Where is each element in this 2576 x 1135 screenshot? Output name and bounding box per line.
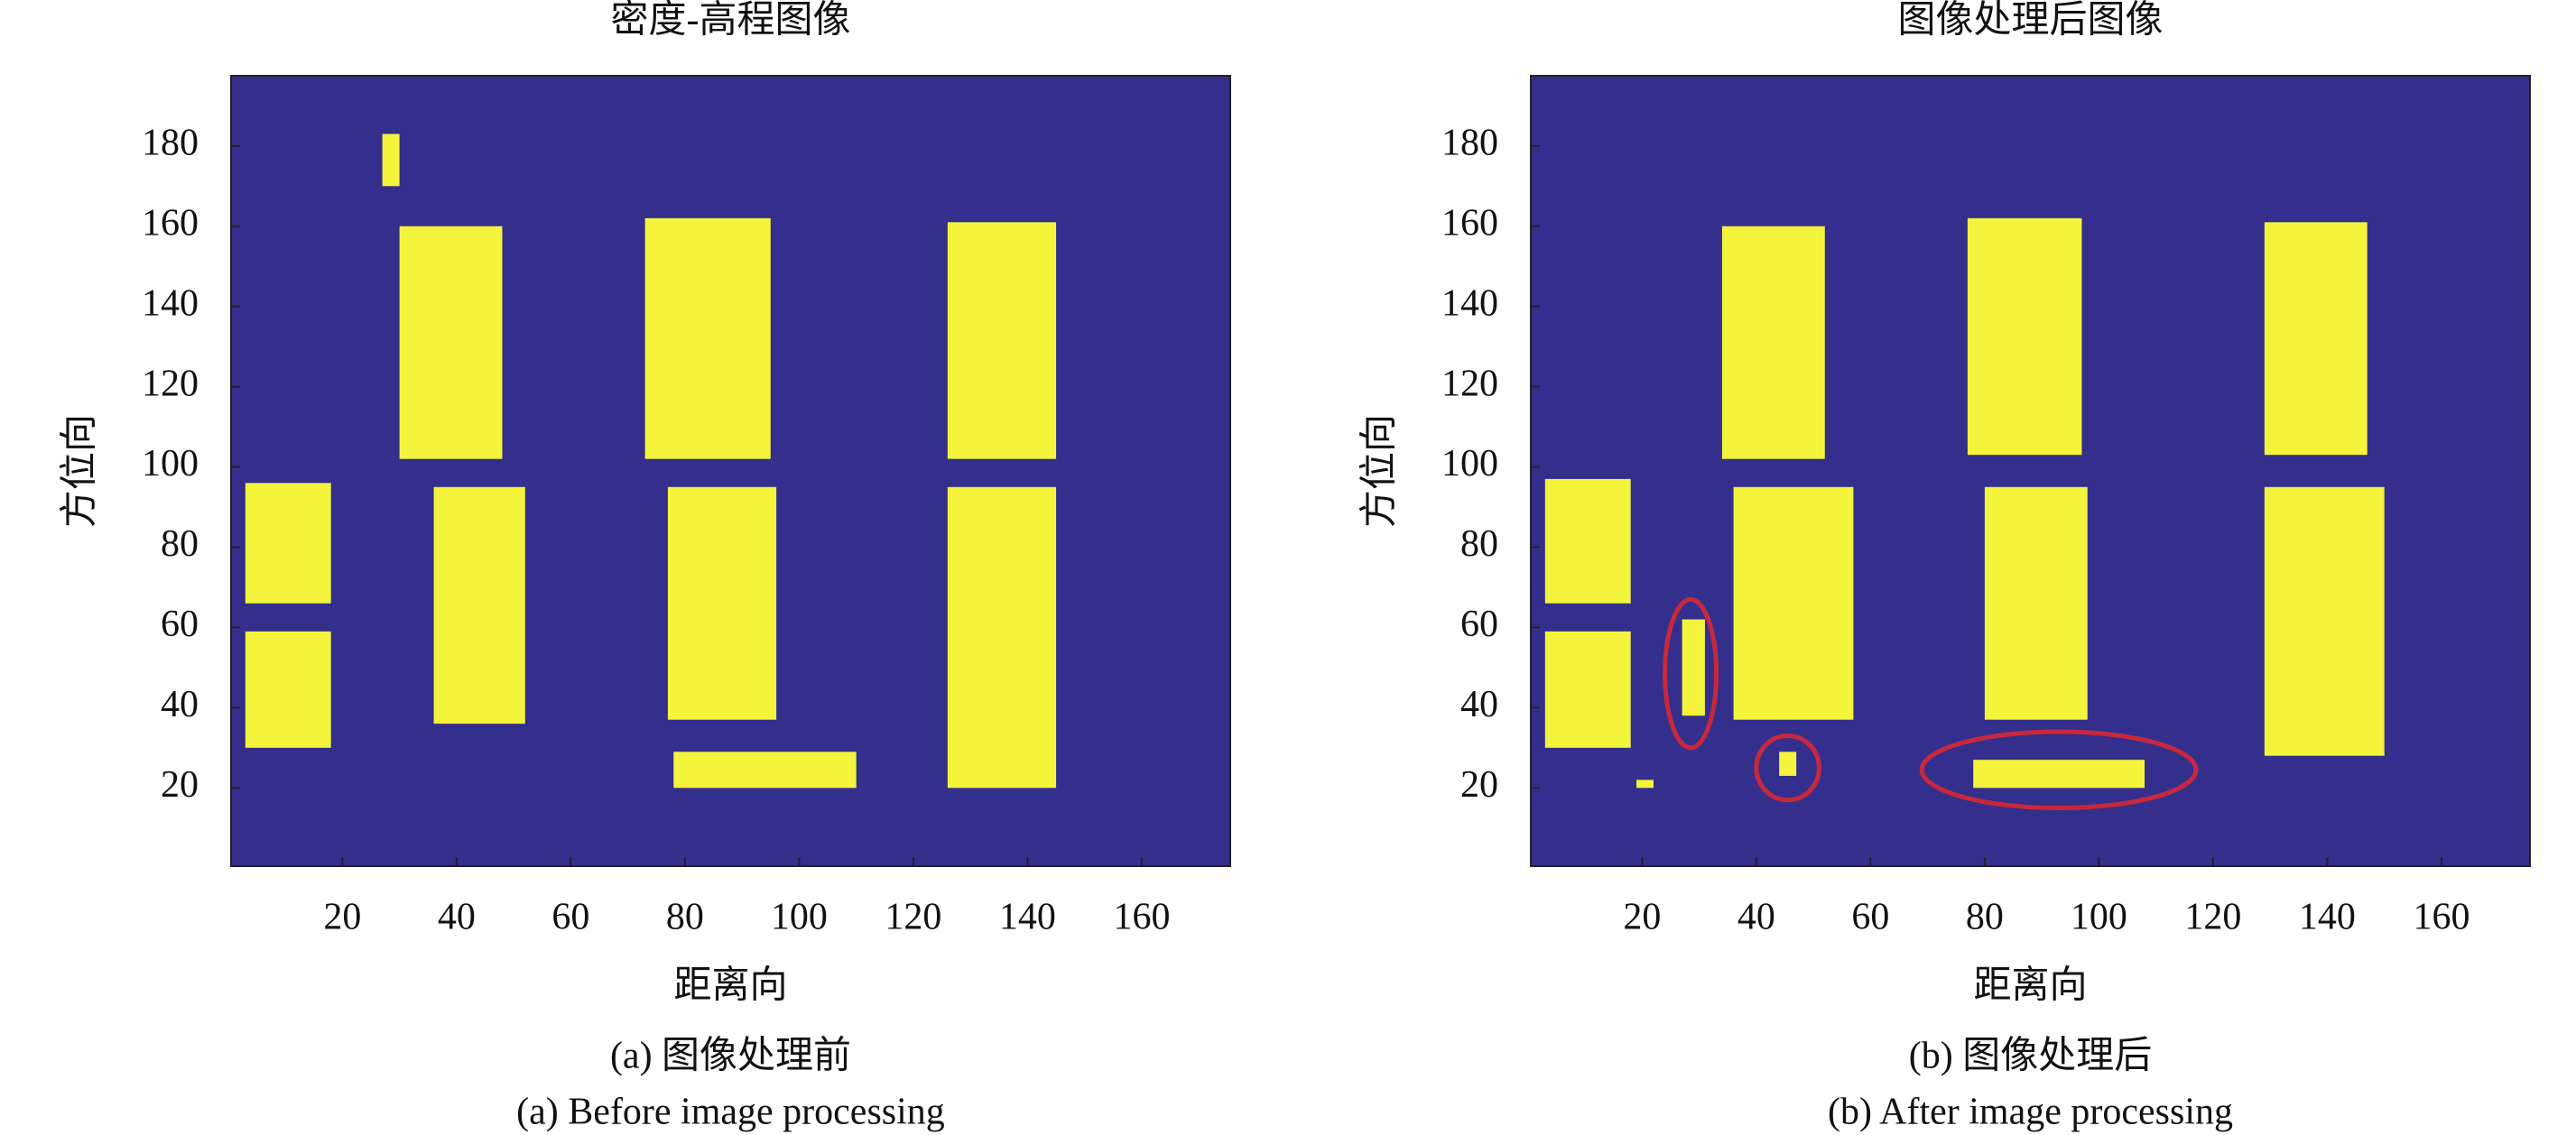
caption-en: (b) After image processing [1828,1092,2233,1133]
y-tick-label: 140 [142,282,199,324]
highlight-ellipse [1754,733,1821,803]
axis-frame [230,75,1231,867]
target-region [1544,478,1631,604]
y-tick-label: 20 [1460,764,1498,806]
caption: (b) 图像处理后 [1909,1036,2152,1077]
target-region [1984,486,2088,720]
y-tick-label: 160 [1441,202,1498,244]
target-region [667,486,777,720]
x-tick-label: 140 [2299,897,2356,938]
target-region [245,483,331,604]
x-tick-label: 120 [885,897,941,938]
y-tick-label: 20 [161,764,199,806]
target-region [1967,217,2082,456]
target-region [1973,760,2145,789]
x-tick-label: 80 [666,897,704,938]
y-tick-label: 120 [1441,363,1498,404]
panel-title: 图像处理后图像 [1897,0,2163,42]
y-tick-label: 40 [1460,684,1498,725]
y-tick-label: 180 [142,122,199,163]
y-axis-label: 方位向 [59,414,101,528]
y-tick-label: 100 [142,443,199,484]
x-tick-label: 100 [2071,897,2127,938]
y-tick-label: 100 [1441,443,1498,484]
highlight-ellipse [1919,729,2199,811]
target-region [947,222,1057,459]
target-region [1682,619,1705,716]
x-tick-label: 160 [2413,897,2469,938]
target-region [1636,780,1654,789]
target-region [2264,222,2368,456]
target-region [1779,752,1797,776]
axis-frame [1530,75,2531,867]
panel-title: 密度-高程图像 [611,0,851,42]
target-region [399,226,503,459]
highlight-ellipse [1663,596,1719,751]
target-region [2264,486,2385,756]
target-region [382,134,400,187]
caption: (a) 图像处理前 [610,1036,851,1077]
y-tick-label: 160 [142,202,199,244]
target-region [1544,631,1631,748]
y-tick-label: 60 [1460,604,1498,645]
x-tick-label: 160 [1113,897,1170,938]
x-tick-label: 20 [1623,897,1661,938]
x-tick-label: 60 [1851,897,1889,938]
y-tick-label: 60 [161,604,199,645]
y-tick-label: 80 [1460,523,1498,565]
x-tick-label: 140 [999,897,1056,938]
y-tick-label: 40 [161,684,199,725]
y-tick-label: 180 [1441,122,1498,163]
x-tick-label: 40 [1737,897,1775,938]
x-axis-label: 距离向 [673,964,787,1007]
target-region [644,217,771,459]
plot-background [231,76,1230,866]
target-region [245,631,331,748]
x-tick-label: 120 [2184,897,2241,938]
x-tick-label: 40 [438,897,476,938]
x-tick-label: 60 [551,897,589,938]
target-region [433,486,525,724]
x-axis-label: 距离向 [1973,964,2087,1007]
y-tick-label: 140 [1441,282,1498,324]
target-region [1721,226,1825,459]
target-region [1733,486,1854,720]
y-axis-label: 方位向 [1358,414,1401,528]
y-tick-label: 80 [161,523,199,565]
x-tick-label: 80 [1966,897,2004,938]
target-region [947,486,1057,789]
target-region [673,752,857,789]
caption-en: (a) Before image processing [516,1092,945,1133]
y-tick-label: 120 [142,363,199,404]
x-tick-label: 20 [323,897,361,938]
x-tick-label: 100 [771,897,828,938]
